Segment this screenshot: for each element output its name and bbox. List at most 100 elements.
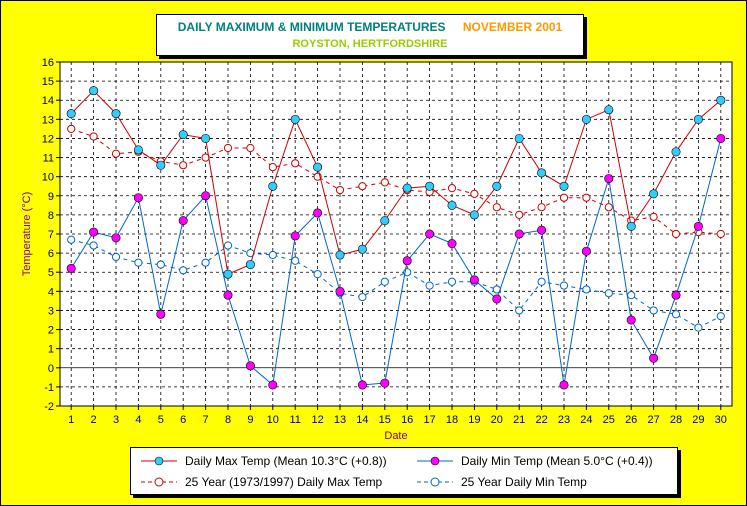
y-axis-label: Temperature (°C) [21,192,33,276]
point-daily-max [626,221,636,231]
point-25yr-min [313,270,322,279]
point-daily-min [178,216,188,226]
point-daily-min [66,263,76,273]
point-daily-max [649,189,659,199]
point-25yr-min [559,281,569,290]
point-daily-min [425,229,435,239]
x-tick-label: 27 [647,414,659,426]
legend-item-25yr-max: 25 Year (1973/1997) Daily Max Temp [139,473,382,491]
point-daily-min [492,294,502,304]
point-daily-min [357,380,367,390]
point-daily-min [537,225,547,235]
point-daily-min [335,286,345,296]
point-daily-min [671,290,681,300]
point-daily-min [111,233,121,243]
point-daily-max [290,114,300,124]
point-25yr-min [89,241,98,250]
y-tick-label: 3 [48,305,54,317]
legend-swatch-daily-min [417,456,453,466]
x-tick-label: 19 [468,414,480,426]
y-tick-label: -1 [44,382,54,394]
legend-label-25yr-min: 25 Year Daily Min Temp [461,475,587,489]
point-25yr-max [291,159,300,168]
point-25yr-max [515,210,524,219]
series-line-daily-max [70,89,722,275]
point-daily-max [693,114,703,124]
point-25yr-max [380,178,389,187]
point-daily-min [626,315,636,325]
x-tick-label: 4 [135,414,141,426]
point-25yr-max [335,185,345,195]
point-25yr-min [179,266,188,275]
point-daily-min [581,246,591,256]
point-25yr-max [268,163,277,172]
point-daily-max [492,181,502,191]
point-daily-min [514,229,524,239]
y-tick-label: 6 [48,248,54,260]
grid [60,62,732,406]
series-daily-min [66,133,726,390]
x-tick-label: 18 [446,414,458,426]
point-25yr-max [89,132,98,141]
point-25yr-min [694,323,703,332]
point-25yr-min [268,250,277,260]
point-daily-min [380,378,390,388]
point-25yr-max [582,193,591,202]
point-25yr-min [515,306,524,315]
point-daily-min [559,380,569,390]
x-axis-label: Date [384,430,407,442]
legend-item-25yr-min: 25 Year Daily Min Temp [415,473,587,491]
point-daily-max [380,216,390,226]
y-tick-label: 16 [42,57,54,69]
point-daily-max [133,145,143,155]
series-daily-max [66,86,726,279]
x-tick-label: 29 [692,414,704,426]
series-line-daily-min [70,138,722,386]
y-tick-label: 11 [43,153,54,165]
point-daily-max [716,95,726,105]
point-daily-min [469,275,479,285]
point-25yr-min [649,306,658,315]
point-daily-min [604,174,614,184]
point-25yr-min [223,241,233,250]
point-daily-min [716,133,726,143]
y-tick-label: 14 [42,95,54,107]
point-daily-min [201,191,211,201]
point-25yr-max [67,124,76,133]
point-daily-min [245,361,255,371]
x-tick-label: 23 [558,414,570,426]
y-tick-label: 4 [48,286,54,298]
x-tick-label: 8 [225,414,231,426]
y-tick-label: 9 [48,191,54,203]
point-25yr-min [537,277,546,286]
point-25yr-min [716,312,725,321]
point-daily-min [649,353,659,363]
point-daily-min [693,221,703,231]
x-tick-label: 16 [401,414,413,426]
legend-swatch-25yr-max [141,477,177,487]
x-tick-label: 10 [267,414,279,426]
legend-swatch-25yr-min [417,477,453,487]
x-tick-label: 5 [158,414,164,426]
point-daily-max [402,183,412,193]
x-tick-label: 9 [247,414,253,426]
x-tick-label: 22 [535,414,547,426]
point-25yr-min [156,260,165,269]
point-daily-min [313,208,323,218]
point-daily-max [335,250,345,260]
point-daily-min [223,290,233,300]
y-tick-label: -2 [44,401,54,413]
x-tick-label: 15 [379,414,391,426]
point-25yr-max [671,229,681,239]
y-tick-label: 2 [48,325,54,337]
point-daily-min [447,239,457,249]
point-25yr-max [492,203,501,212]
x-tick-label: 13 [334,414,346,426]
legend-label-daily-min: Daily Min Temp (Mean 5.0°C (+0.4)) [461,454,653,468]
legend-label-25yr-max: 25 Year (1973/1997) Daily Max Temp [185,475,383,489]
point-25yr-max [179,161,188,170]
point-daily-max [111,109,121,119]
x-tick-label: 17 [423,414,435,426]
y-tick-label: 7 [48,229,54,241]
